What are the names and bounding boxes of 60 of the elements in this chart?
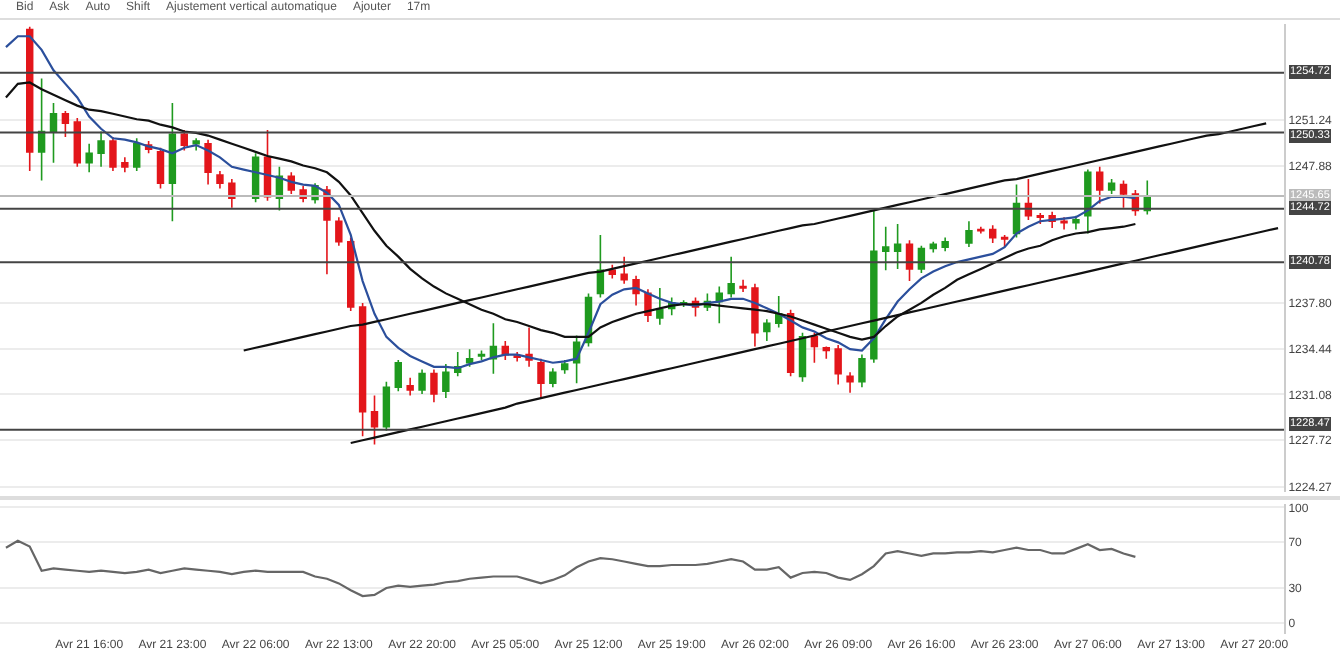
candlestick	[430, 368, 438, 403]
candlestick	[406, 376, 414, 397]
candlestick	[882, 225, 890, 272]
candlestick	[382, 381, 391, 432]
candlestick	[929, 240, 937, 254]
candlestick	[763, 318, 771, 342]
candlestick	[168, 102, 177, 223]
candlestick	[822, 345, 830, 360]
candlestick	[358, 302, 367, 438]
candlestick	[1119, 179, 1128, 209]
candlestick	[1072, 215, 1080, 231]
candlestick	[370, 394, 379, 446]
candlestick	[893, 223, 902, 270]
candlestick	[1107, 178, 1116, 195]
candlestick	[561, 359, 569, 375]
candlestick	[204, 138, 212, 186]
candlestick	[1060, 216, 1068, 231]
candlestick	[834, 344, 842, 386]
line-series	[4, 35, 1137, 370]
line-series	[4, 539, 1137, 598]
candlestick	[156, 147, 165, 190]
candlestick	[751, 283, 759, 348]
candlestick	[870, 209, 878, 364]
candlestick	[989, 224, 997, 244]
candlestick	[715, 285, 723, 325]
candlestick	[133, 137, 141, 172]
candlestick	[394, 359, 402, 393]
candlestick	[49, 102, 58, 164]
candlestick	[727, 255, 735, 299]
candlestick	[97, 130, 105, 168]
candlestick	[109, 136, 117, 172]
candlestick	[549, 367, 557, 389]
candlestick	[608, 264, 616, 280]
candlestick	[977, 225, 985, 235]
candlestick	[335, 216, 343, 247]
candlestick	[216, 170, 224, 190]
candlestick	[846, 371, 854, 394]
candlestick	[192, 137, 200, 152]
candlestick	[37, 77, 46, 182]
candlestick	[1036, 212, 1044, 225]
candlestick	[965, 220, 973, 248]
candlestick	[1096, 166, 1104, 205]
candlestick	[228, 178, 236, 209]
candlestick	[61, 110, 70, 138]
candlestick	[858, 353, 866, 389]
candlestick	[596, 234, 605, 299]
candlestick	[121, 156, 129, 174]
candlestick	[26, 25, 34, 172]
candlestick	[656, 287, 664, 326]
candlestick	[775, 295, 783, 329]
candlestick	[85, 142, 93, 174]
candlestick	[442, 363, 450, 399]
candlestick	[418, 368, 426, 395]
candlestick	[1143, 179, 1151, 216]
candlestick	[537, 357, 545, 399]
candlestick	[620, 255, 628, 285]
candlestick	[180, 129, 188, 152]
candlestick	[941, 236, 949, 252]
candlestick	[739, 278, 747, 293]
candlestick	[73, 117, 81, 168]
